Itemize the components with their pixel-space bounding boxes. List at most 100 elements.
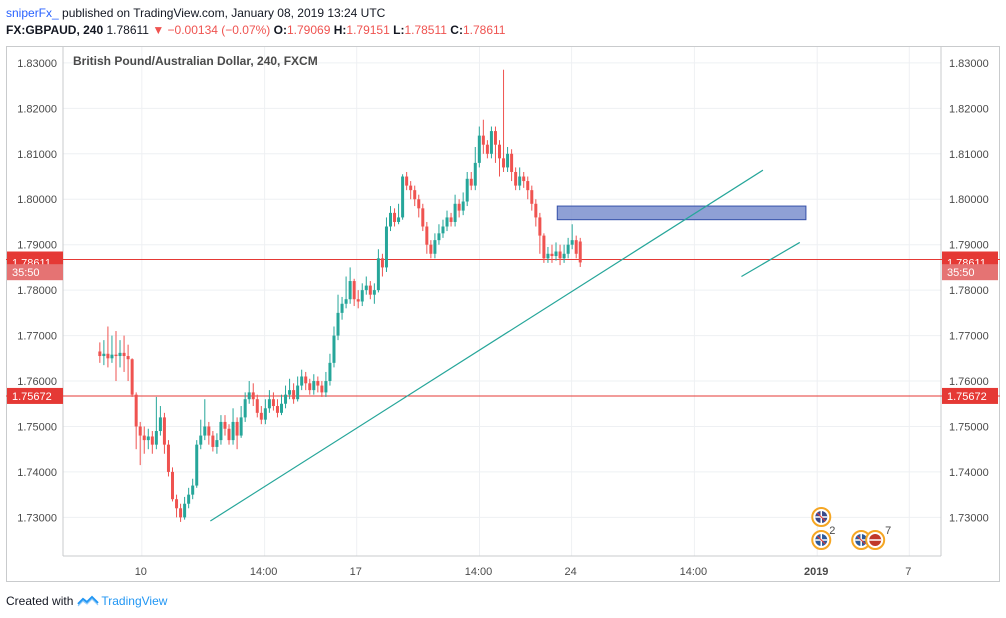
trendline[interactable]: [741, 241, 801, 278]
candle-body: [183, 503, 187, 518]
candle-body: [526, 181, 530, 191]
candle-body: [142, 435, 146, 441]
candle-body: [98, 351, 102, 357]
candle-body: [493, 131, 497, 145]
candle-body: [118, 352, 122, 357]
candle-body: [360, 290, 364, 302]
candle-body: [510, 153, 514, 172]
candle-body: [179, 508, 183, 518]
open-label: O:: [273, 23, 287, 37]
y-tick-label-right: 1.78000: [949, 285, 989, 297]
candle-body: [465, 178, 469, 202]
candle-body: [514, 171, 518, 186]
candle-body: [506, 153, 510, 168]
y-tick-label-left: 1.78000: [17, 285, 57, 297]
candle-body: [485, 144, 489, 154]
price-tag-left: [7, 387, 63, 404]
footer: Created with TradingView: [6, 594, 167, 608]
candle-body: [239, 417, 243, 436]
price-tag-left-label: 1.75672: [12, 391, 52, 403]
candle-body: [356, 299, 360, 302]
event-count-label: 2: [829, 525, 835, 537]
candle-body: [284, 394, 288, 404]
candle-body: [195, 444, 199, 486]
symbol-info: FX:GBPAUD, 240 1.78611 ▼ −0.00134 (−0.07…: [6, 23, 505, 37]
candle-body: [384, 226, 388, 268]
y-tick-label-left: 1.75000: [17, 421, 57, 433]
candle-body: [473, 162, 477, 186]
y-tick-label-left: 1.76000: [17, 376, 57, 388]
candle-body: [364, 285, 368, 291]
candle-body: [231, 421, 235, 441]
candle-body: [461, 201, 465, 211]
candle-body: [558, 251, 562, 259]
candle-body: [542, 235, 546, 259]
author-link[interactable]: sniperFx_: [6, 6, 59, 20]
y-tick-label-right: 1.81000: [949, 149, 989, 161]
candle-body: [457, 203, 461, 211]
close-label: C:: [450, 23, 463, 37]
y-tick-label-right: 1.75000: [949, 421, 989, 433]
candle-body: [191, 485, 195, 495]
candle-body: [393, 212, 397, 222]
flag-diag-icon: [856, 535, 866, 545]
candle-body: [530, 190, 534, 204]
candle-body: [211, 435, 215, 447]
y-tick-label-right: 1.83000: [949, 58, 989, 70]
candle-body: [489, 131, 493, 154]
chart-title: British Pound/Australian Dollar, 240, FX…: [73, 54, 318, 68]
candle-body: [324, 381, 328, 393]
y-tick-label-right: 1.79000: [949, 240, 989, 252]
candle-body: [280, 403, 284, 413]
candle-body: [328, 362, 332, 382]
candle-body: [199, 435, 203, 445]
x-tick-label: 24: [564, 566, 576, 578]
candle-body: [106, 353, 110, 359]
candle-body: [267, 399, 271, 409]
chart-frame: [6, 46, 1000, 582]
y-tick-label-right: 1.76000: [949, 376, 989, 388]
candle-body: [312, 381, 316, 391]
candle-body: [235, 421, 239, 436]
candle-body: [134, 394, 138, 427]
candle-body: [417, 199, 421, 209]
low-label: L:: [393, 23, 405, 37]
flag-diag-icon: [816, 512, 826, 522]
price-change: ▼ −0.00134 (−0.07%): [152, 23, 271, 37]
candle-body: [413, 190, 417, 200]
y-tick-label-left: 1.83000: [17, 58, 57, 70]
high-label: H:: [333, 23, 347, 37]
candle-body: [215, 440, 219, 447]
y-tick-label-right: 1.74000: [949, 467, 989, 479]
candle-body: [243, 399, 247, 418]
tradingview-brand[interactable]: TradingView: [101, 594, 168, 608]
candle-body: [255, 399, 259, 413]
candle-body: [449, 217, 453, 222]
candle-body: [425, 226, 429, 245]
candle-body: [497, 144, 501, 159]
candle-body: [126, 356, 130, 360]
candle-body: [146, 436, 150, 441]
low-value: 1.78511: [404, 23, 447, 37]
price-tag-right-label: 35:50: [947, 267, 975, 279]
candle-body: [522, 176, 526, 182]
candle-body: [251, 392, 255, 400]
x-tick-label: 14:00: [465, 566, 493, 578]
candle-body: [397, 217, 401, 222]
candle-body: [332, 335, 336, 363]
candle-body: [578, 241, 582, 263]
tradingview-logo-icon: [77, 595, 100, 607]
trendline[interactable]: [210, 169, 764, 522]
candle-body: [263, 408, 267, 420]
candle-body: [389, 212, 393, 227]
candle-body: [538, 217, 542, 236]
candle-body: [376, 258, 380, 291]
candle-body: [227, 428, 231, 441]
candle-body: [348, 281, 352, 300]
candle-body: [166, 444, 170, 472]
last-price: 1.78611: [106, 23, 149, 37]
resistance-zone[interactable]: [556, 205, 807, 221]
candle-body: [433, 240, 437, 254]
candle-body: [223, 421, 227, 429]
